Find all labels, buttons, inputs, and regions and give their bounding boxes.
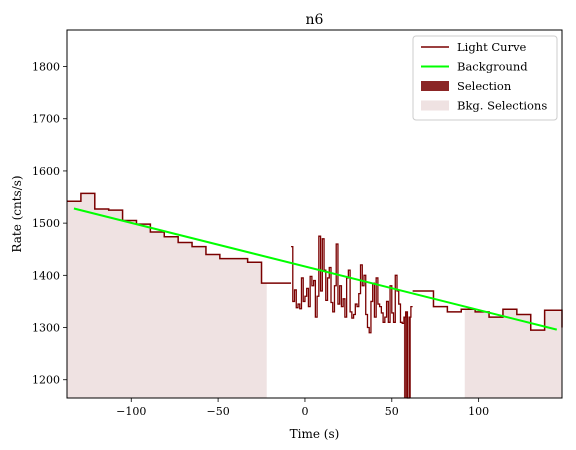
legend-label: Light Curve xyxy=(457,40,527,54)
y-tick-label: 1200 xyxy=(32,374,60,387)
legend: Light Curve Background Selection Bkg. Selec… xyxy=(412,35,558,121)
y-tick-label: 1600 xyxy=(32,165,60,178)
legend-label: Bkg. Selections xyxy=(457,99,547,113)
legend-label: Selection xyxy=(457,79,512,93)
y-axis-label: Rate (cnts/s) xyxy=(10,175,24,252)
bkg-selection-layer xyxy=(67,193,562,398)
x-tick-label: 0 xyxy=(301,405,308,418)
x-tick-label: 50 xyxy=(385,405,399,418)
y-tick-label: 1300 xyxy=(32,322,60,335)
x-axis-label: Time (s) xyxy=(290,427,340,441)
light-curve-left-segment xyxy=(67,192,292,284)
plot-frame xyxy=(66,29,563,399)
legend-label: Background xyxy=(457,60,528,74)
chart-title: n6 xyxy=(306,12,324,28)
y-tick-label: 1700 xyxy=(32,113,60,126)
light-curve-layer xyxy=(67,192,563,399)
x-tick-label: −100 xyxy=(116,405,146,418)
light-curve-fine-segment xyxy=(291,235,413,399)
background-fit-layer xyxy=(73,207,558,331)
bkg-selection-region xyxy=(464,309,562,398)
x-axis-ticks: −100 −50 0 50 100 xyxy=(116,398,489,418)
y-tick-label: 1800 xyxy=(32,61,60,74)
x-tick-label: 100 xyxy=(468,405,489,418)
legend-box xyxy=(412,35,558,121)
x-tick-label: −50 xyxy=(206,405,229,418)
background-fit-line xyxy=(73,207,558,331)
legend-swatch-patch xyxy=(421,100,449,111)
light-curve-right-segment xyxy=(412,290,563,331)
y-tick-label: 1500 xyxy=(32,217,60,230)
y-tick-label: 1400 xyxy=(32,269,60,282)
legend-swatch-patch xyxy=(421,81,449,91)
bkg-selection-region xyxy=(67,193,267,398)
y-axis-ticks: 1200 1300 1400 1500 1600 1700 1800 xyxy=(32,61,67,387)
